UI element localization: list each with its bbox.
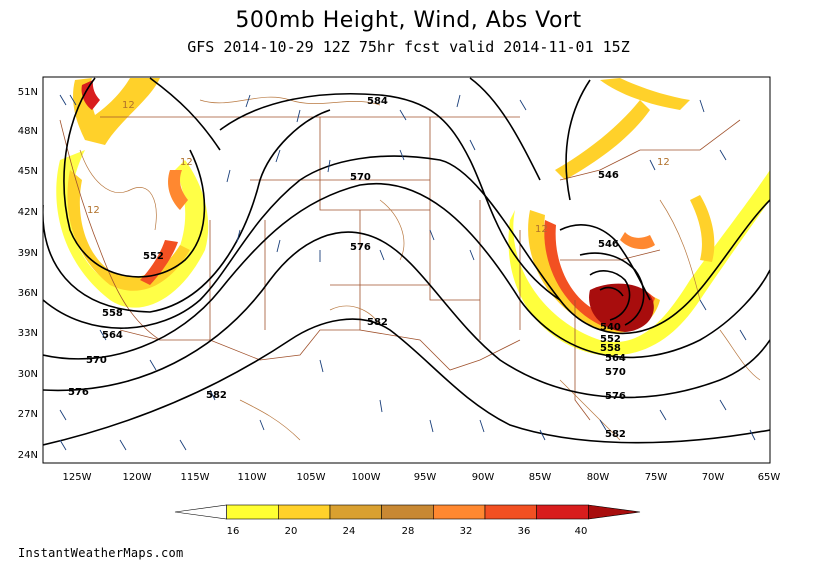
colorbar-segment [536,504,589,520]
colorbar-segment [433,504,486,520]
lat-label: 45N [18,166,38,177]
contour-labels: 552 558 564 570 576 582 584 570 576 582 … [68,96,626,440]
lat-label: 39N [18,248,38,259]
latitude-axis: 51N 48N 45N 42N 39N 36N 33N 30N 27N 24N [18,87,38,461]
colorbar-segment [278,504,331,520]
vorticity-shading-west [56,78,209,308]
map-subtitle: GFS 2014-10-29 12Z 75hr fcst valid 2014-… [187,38,630,56]
colorbar [174,504,641,520]
colorbar-tick: 16 [227,526,240,537]
lon-label: 115W [181,472,210,483]
contour-label: 570 [86,355,107,366]
lon-label: 120W [123,472,152,483]
colorbar-segment [484,504,537,520]
vorticity-label: 12 [87,205,100,216]
contour-label: 546 [598,170,619,181]
vorticity-labels: 12 12 12 12 12 [87,100,670,235]
colorbar-ticks: 16 20 24 28 32 36 40 [227,526,588,537]
colorbar-tick: 24 [343,526,356,537]
map-title: 500mb Height, Wind, Abs Vort [235,8,582,33]
vorticity-label: 12 [180,157,193,168]
contour-label: 576 [68,387,89,398]
lat-label: 30N [18,369,38,380]
lon-label: 90W [472,472,495,483]
contour-label: 582 [605,429,626,440]
colorbar-segment [174,504,227,520]
contour-label: 546 [598,239,619,250]
lat-label: 27N [18,409,38,420]
contour-label: 552 [600,334,621,345]
colorbar-segment [226,504,279,520]
contour-label: 576 [350,242,371,253]
lat-label: 51N [18,87,38,98]
colorbar-segment [381,504,434,520]
contour-label: 570 [350,172,371,183]
lon-label: 105W [297,472,326,483]
contour-label: 582 [206,390,227,401]
vorticity-label: 12 [535,224,548,235]
colorbar-tick: 28 [402,526,415,537]
contour-576 [43,231,770,399]
contour-label: 576 [605,391,626,402]
colorbar-tick: 20 [285,526,298,537]
contour-label: 558 [600,343,621,354]
contour-564 [43,155,770,335]
lon-label: 75W [645,472,668,483]
vorticity-label: 12 [122,100,135,111]
political-borders [59,116,741,421]
lon-label: 125W [63,472,92,483]
contour-label: 540 [600,322,621,333]
lat-label: 42N [18,207,38,218]
contour-label: 570 [605,367,626,378]
lon-label: 80W [587,472,610,483]
lat-label: 33N [18,328,38,339]
contour-label: 584 [367,96,388,107]
lon-label: 85W [529,472,552,483]
colorbar-tick: 32 [460,526,473,537]
contour-570 [43,182,770,360]
colorbar-tick: 36 [518,526,531,537]
contour-label: 582 [367,317,388,328]
lat-label: 36N [18,288,38,299]
longitude-axis: 125W 120W 115W 110W 105W 100W 95W 90W 85… [63,472,781,483]
contour-552-west [63,77,206,278]
lon-label: 100W [352,472,381,483]
contour-558 [43,109,331,313]
lon-label: 95W [414,472,437,483]
vorticity-label: 12 [657,157,670,168]
wind-barbs [59,94,756,451]
map-frame [42,76,771,464]
contour-label: 564 [102,330,123,341]
contour-label: 552 [143,251,164,262]
credit-text: InstantWeatherMaps.com [18,546,184,560]
colorbar-tick: 40 [575,526,588,537]
lon-label: 110W [238,472,267,483]
lat-label: 24N [18,450,38,461]
lon-label: 70W [702,472,725,483]
lat-label: 48N [18,126,38,137]
contour-label: 564 [605,353,626,364]
contour-582 [43,318,770,446]
colorbar-segment [329,504,382,520]
colorbar-segment [588,504,641,520]
contour-label: 558 [102,308,123,319]
height-contours [43,77,770,446]
lon-label: 65W [758,472,781,483]
